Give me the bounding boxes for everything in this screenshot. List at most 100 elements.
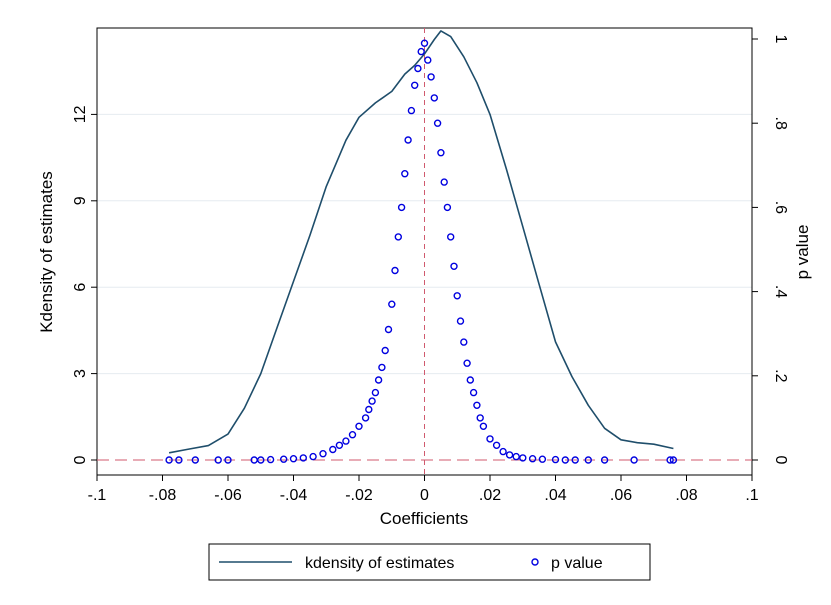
x-tick-label: .08 (675, 487, 697, 504)
x-tick-label: 0 (420, 487, 429, 504)
p-value-point (371, 388, 380, 397)
p-value-point (417, 47, 425, 56)
p-value-point (289, 455, 298, 463)
y-left-tick-label: 12 (72, 105, 89, 123)
x-tick-label: -.1 (88, 487, 107, 504)
p-value-point (551, 455, 560, 464)
y-right-tick-label: .2 (772, 369, 789, 382)
p-value-point (479, 422, 488, 430)
x-tick-labels: -.1 -.08 -.06 -.04 -.02 0 .02 .04 .06 .08 .1 (88, 487, 759, 504)
p-value-point (257, 456, 265, 464)
p-value-point (335, 441, 344, 449)
y-left-tick-label: 9 (72, 196, 89, 205)
p-value-point (280, 455, 288, 463)
p-value-point (414, 64, 422, 73)
x-tick-label: -.02 (345, 487, 373, 504)
p-value-point (411, 81, 419, 90)
x-tick-label: -.08 (149, 487, 177, 504)
p-value-point (519, 454, 527, 462)
p-value-point (447, 233, 455, 241)
x-axis-title: Coefficients (380, 509, 469, 528)
y-right-tick-labels: 0 .2 .4 .6 .8 1 (772, 35, 789, 465)
p-value-point (453, 292, 461, 300)
p-value-point (401, 169, 409, 178)
p-value-point (266, 455, 275, 464)
p-value-point (397, 203, 406, 212)
p-value-point (450, 262, 458, 270)
p-value-point (404, 136, 412, 144)
p-value-point (384, 325, 393, 334)
x-tick-label: -.06 (214, 487, 242, 504)
legend-swatch-p-value (531, 558, 539, 566)
legend-label-kdensity: kdensity of estimates (305, 555, 454, 572)
p-value-point (319, 450, 327, 458)
x-tick-label: -.04 (280, 487, 308, 504)
p-value-point (374, 376, 383, 384)
p-value-point (214, 456, 222, 464)
y-left-tick-label: 6 (72, 283, 89, 292)
p-value-point (538, 455, 547, 463)
p-value-point (571, 456, 579, 464)
p-value-point (394, 233, 402, 241)
p-value-point (669, 456, 678, 464)
p-value-point (342, 437, 350, 445)
p-value-point (473, 401, 481, 409)
p-value-point (378, 363, 386, 372)
p-value-point (505, 451, 514, 459)
legend-box (208, 543, 651, 581)
p-value-point (561, 456, 569, 464)
y-right-tick-label: 1 (772, 35, 789, 44)
p-value-point (469, 388, 478, 397)
axis-ticks (91, 38, 758, 481)
p-value-point (456, 317, 465, 325)
reference-lines (97, 28, 752, 475)
p-value-point (391, 266, 399, 275)
legend: kdensity of estimates p value (208, 543, 651, 581)
p-value-point (368, 397, 376, 405)
p-value-point (424, 56, 432, 64)
p-value-point (427, 73, 435, 81)
x-tick-label: .04 (544, 487, 566, 504)
p-value-point (365, 405, 373, 414)
kdensity-line-layer (168, 30, 674, 454)
p-value-point (175, 456, 183, 464)
x-tick-label: .02 (479, 487, 501, 504)
y-left-tick-labels: 0 3 6 9 12 (72, 105, 89, 464)
p-value-point (381, 346, 389, 355)
y-right-tick-label: .6 (772, 201, 789, 214)
p-value-points-layer (165, 39, 678, 464)
p-value-point (476, 414, 484, 422)
p-value-point (329, 445, 337, 454)
p-value-point (165, 456, 173, 464)
p-value-point (388, 300, 396, 308)
p-value-point (355, 422, 363, 430)
p-value-point (666, 456, 674, 464)
p-value-point (512, 452, 520, 461)
p-value-point (309, 452, 317, 461)
y-left-tick-label: 0 (72, 455, 89, 464)
p-value-point (630, 456, 638, 464)
legend-label-p-value: p value (551, 555, 603, 572)
p-value-point (361, 414, 370, 422)
p-value-point (437, 148, 445, 157)
p-value-point (430, 94, 438, 102)
p-value-point (440, 178, 448, 186)
p-value-point (443, 203, 452, 212)
p-value-point (348, 431, 357, 439)
p-value-point (466, 376, 474, 384)
p-value-point (299, 454, 307, 462)
y-right-tick-label: .8 (772, 117, 789, 130)
y-left-axis-title: Kdensity of estimates (37, 171, 56, 333)
p-value-point (499, 447, 507, 456)
y-right-tick-label: .4 (772, 285, 789, 298)
p-value-point (584, 456, 592, 464)
p-value-point (191, 456, 200, 464)
x-tick-label: .1 (745, 487, 758, 504)
p-value-point (528, 455, 537, 463)
y-right-axis-title: p value (793, 225, 812, 280)
p-value-point (486, 435, 494, 443)
p-value-point (600, 456, 609, 464)
p-value-point (433, 119, 442, 127)
